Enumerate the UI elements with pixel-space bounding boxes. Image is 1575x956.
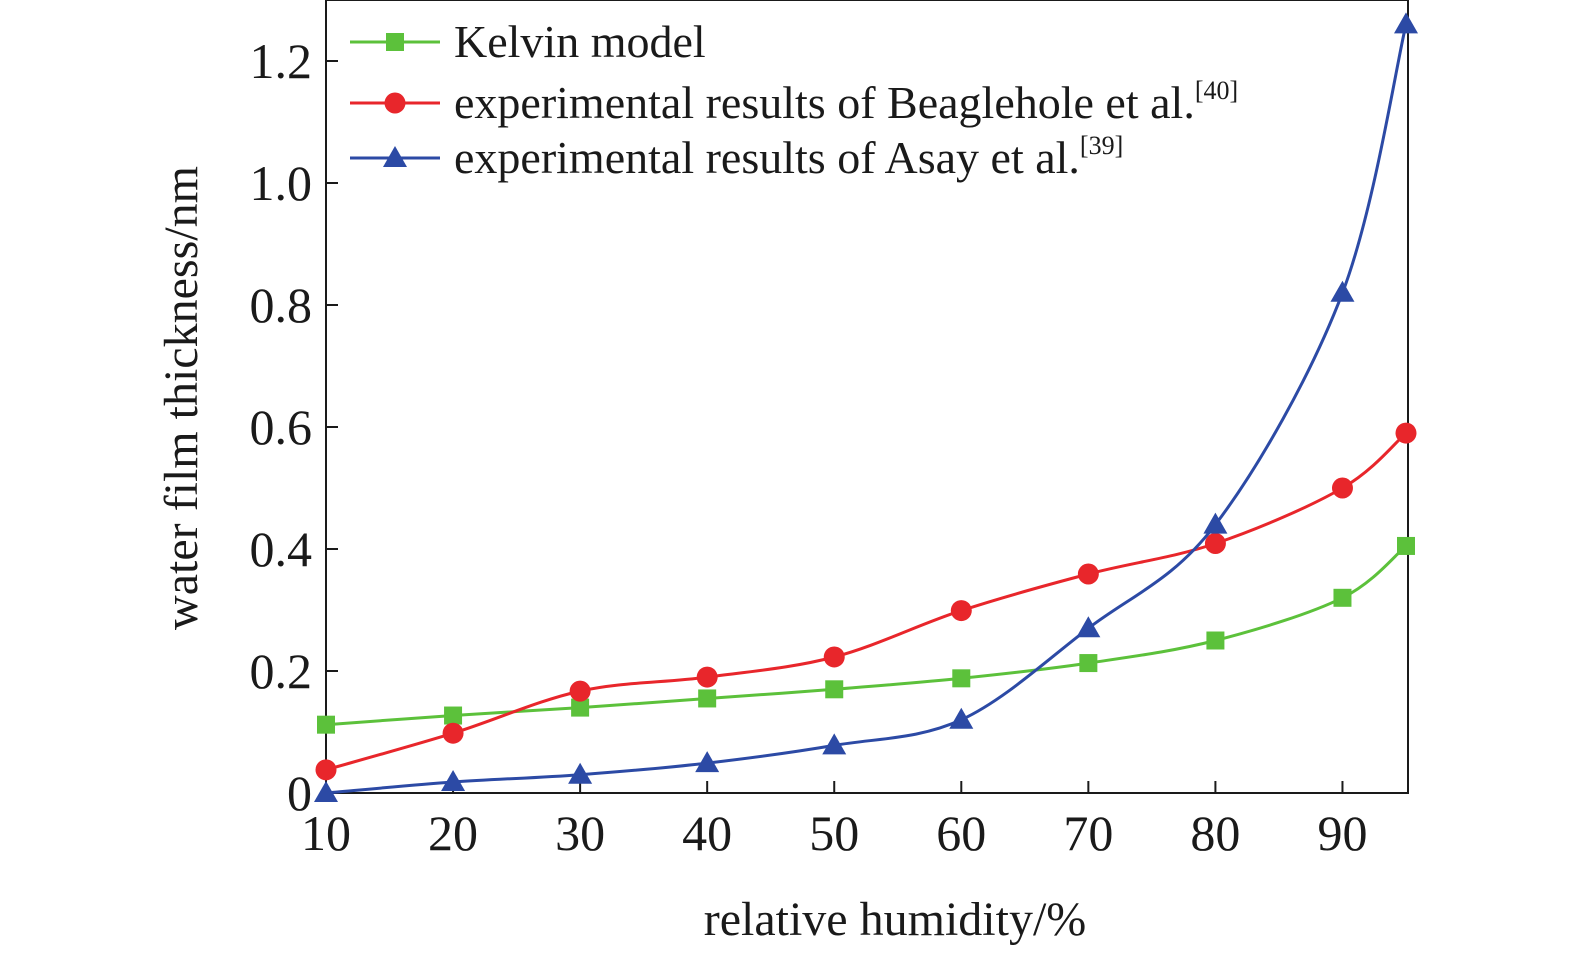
x-tick-label: 10 bbox=[301, 805, 351, 861]
legend-label: experimental results of Beaglehole et al… bbox=[454, 76, 1238, 128]
x-tick-label: 80 bbox=[1190, 805, 1240, 861]
y-tick-label: 0.4 bbox=[250, 521, 313, 577]
legend-label: experimental results of Asay et al.[39] bbox=[454, 131, 1123, 183]
x-tick-label: 70 bbox=[1063, 805, 1113, 861]
marker-triangle bbox=[1076, 616, 1101, 638]
y-tick-label: 0.2 bbox=[250, 643, 313, 699]
marker-square bbox=[1079, 654, 1098, 673]
series-circle bbox=[315, 422, 1417, 781]
plot-frame bbox=[325, 0, 1409, 794]
marker-circle bbox=[1395, 422, 1417, 444]
x-tick-label: 40 bbox=[682, 805, 732, 861]
y-tick-label: 0.6 bbox=[250, 399, 313, 455]
marker-circle bbox=[442, 722, 464, 744]
marker-square bbox=[1397, 536, 1415, 555]
marker-circle bbox=[1331, 477, 1353, 499]
marker-triangle bbox=[314, 781, 338, 802]
series-square bbox=[317, 536, 1415, 734]
x-axis: 10 20 30 40 50 60 70 80 90 bbox=[301, 781, 1367, 861]
marker-triangle bbox=[441, 770, 466, 792]
marker-triangle bbox=[1330, 280, 1355, 302]
x-tick-label: 50 bbox=[809, 805, 859, 861]
x-tick-label: 30 bbox=[555, 805, 605, 861]
series-triangle bbox=[314, 12, 1418, 802]
plot-area bbox=[314, 12, 1418, 802]
marker-square bbox=[444, 706, 463, 725]
marker-triangle bbox=[695, 751, 720, 773]
y-tick-label: 1.2 bbox=[250, 33, 313, 89]
marker-circle bbox=[823, 646, 845, 668]
y-tick-label: 0.8 bbox=[250, 277, 313, 333]
marker-circle bbox=[1204, 533, 1226, 555]
legend-item: experimental results of Beaglehole et al… bbox=[350, 76, 1238, 128]
marker-square bbox=[698, 689, 717, 708]
marker-circle bbox=[569, 680, 591, 702]
marker-square bbox=[952, 669, 971, 688]
x-tick-label: 20 bbox=[428, 805, 478, 861]
marker-circle bbox=[950, 600, 972, 622]
marker-triangle bbox=[1203, 512, 1228, 534]
x-tick-label: 90 bbox=[1317, 805, 1367, 861]
marker-circle bbox=[696, 666, 718, 688]
marker-triangle bbox=[383, 146, 407, 167]
marker-circle bbox=[384, 92, 406, 114]
legend: Kelvin model experimental results of Beag… bbox=[350, 16, 1238, 183]
marker-triangle bbox=[1394, 12, 1418, 34]
y-axis: 0 0.2 0.4 0.6 0.8 1.0 1.2 bbox=[250, 33, 338, 821]
marker-square bbox=[825, 680, 844, 699]
legend-item: experimental results of Asay et al.[39] bbox=[350, 131, 1123, 183]
marker-triangle bbox=[568, 762, 593, 784]
marker-circle bbox=[315, 759, 337, 781]
legend-reference: [40] bbox=[1195, 76, 1238, 105]
marker-square bbox=[1206, 631, 1225, 650]
legend-label: Kelvin model bbox=[454, 16, 706, 67]
marker-square bbox=[1333, 588, 1352, 607]
marker-square bbox=[317, 715, 335, 734]
series-line bbox=[325, 431, 1407, 772]
legend-item: Kelvin model bbox=[350, 16, 706, 67]
marker-triangle bbox=[822, 733, 847, 755]
series-line bbox=[325, 544, 1407, 727]
y-tick-label: 1.0 bbox=[250, 155, 313, 211]
x-axis-title: relative humidity/% bbox=[704, 893, 1087, 946]
y-axis-title: water film thickness/nm bbox=[155, 166, 208, 630]
x-tick-label: 60 bbox=[936, 805, 986, 861]
marker-triangle bbox=[949, 707, 974, 729]
legend-reference: [39] bbox=[1080, 131, 1123, 160]
marker-square bbox=[571, 698, 590, 717]
marker-square bbox=[386, 33, 404, 51]
marker-circle bbox=[1077, 563, 1099, 585]
y-tick-label: 0 bbox=[287, 765, 312, 821]
